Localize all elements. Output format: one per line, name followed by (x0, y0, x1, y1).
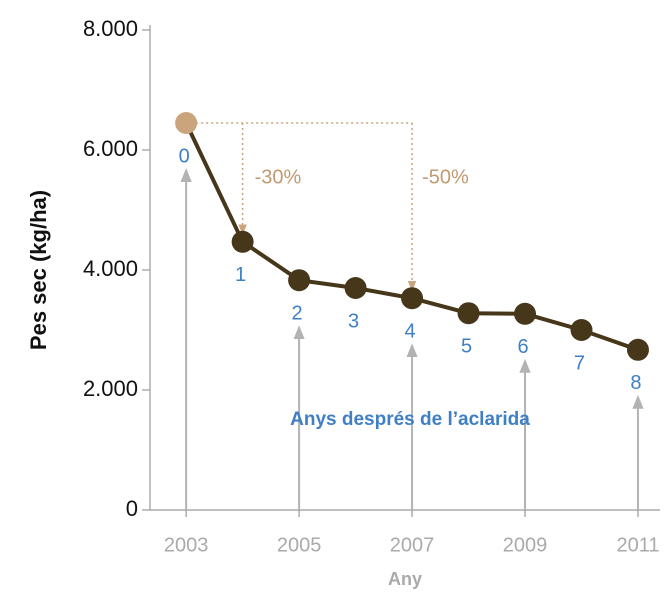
y-tick-label: 4.000 (83, 256, 138, 281)
x-tick-label: 2007 (390, 534, 435, 556)
point-label: 8 (630, 372, 641, 394)
y-tick-label: 6.000 (83, 136, 138, 161)
point-label: 2 (292, 302, 303, 324)
point (401, 287, 424, 310)
point (288, 269, 311, 292)
point (344, 277, 367, 299)
point-label: 6 (517, 336, 528, 358)
point (175, 112, 198, 134)
y-tick-label: 2.000 (83, 376, 138, 401)
y-tick-label: 0 (126, 496, 138, 521)
point (626, 338, 649, 361)
x-tick-label: 2009 (503, 534, 548, 556)
point-label: 0 (179, 145, 190, 167)
x-tick-label: 2005 (277, 534, 322, 556)
point (457, 302, 480, 325)
annotation: -30% (255, 166, 302, 188)
point-label: 7 (574, 352, 585, 374)
line (184, 122, 639, 352)
annotation: -50% (422, 166, 469, 188)
y-tick-label: 8.000 (83, 16, 138, 41)
point (514, 302, 537, 325)
point-label: 5 (461, 335, 472, 357)
point-label: 4 (404, 320, 415, 342)
point-label: 3 (348, 310, 359, 332)
x-axis-label: Any (388, 569, 422, 589)
point-label: 1 (235, 264, 246, 286)
point (231, 230, 254, 253)
annotation: Anys després de l’aclarida (290, 409, 530, 430)
x-tick-label: 2011 (616, 534, 659, 556)
point (570, 319, 593, 341)
y-axis-label: Pes sec (kg/ha) (26, 190, 51, 350)
x-tick-label: 2003 (164, 534, 209, 556)
